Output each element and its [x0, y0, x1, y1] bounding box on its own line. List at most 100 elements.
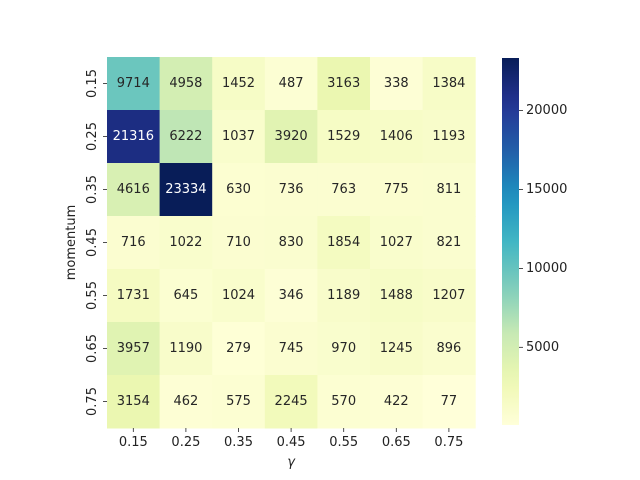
heatmap-cell — [159, 322, 213, 376]
cell-value-label: 3154 — [117, 394, 150, 409]
cell-value-label: 1245 — [380, 341, 413, 356]
heatmap-cell — [370, 110, 424, 164]
heatmap-cell — [317, 322, 371, 376]
heatmap-cells: 9714 4958 1452 487 3163 338 1384 21316 6222 1037 3… — [107, 57, 476, 429]
heatmap-cell — [317, 269, 371, 323]
heatmap-cell — [422, 322, 476, 376]
y-tick-label: 0.55 — [85, 281, 100, 310]
heatmap-cell — [212, 216, 266, 270]
heatmap-cell — [107, 57, 161, 111]
heatmap-cell — [159, 57, 213, 111]
y-tick-label: 0.45 — [85, 228, 100, 257]
heatmap-cell — [317, 57, 371, 111]
cell-value-label: 23334 — [165, 182, 206, 197]
colorbar-tick-label: 5000 — [526, 340, 559, 355]
cell-value-label: 1037 — [222, 129, 255, 144]
cell-value-label: 487 — [279, 76, 304, 91]
x-tick-label: 0.25 — [171, 435, 200, 450]
heatmap-cell — [422, 163, 476, 217]
heatmap-cell — [422, 375, 476, 429]
x-axis-label: γ — [287, 455, 296, 470]
heatmap-cell — [370, 269, 424, 323]
cell-value-label: 630 — [226, 182, 251, 197]
heatmap-cell — [212, 269, 266, 323]
heatmap-cell — [212, 163, 266, 217]
cell-value-label: 710 — [226, 235, 251, 250]
heatmap-cell — [422, 216, 476, 270]
heatmap-cell — [264, 216, 318, 270]
heatmap-cell — [159, 375, 213, 429]
cell-value-label: 1022 — [169, 235, 202, 250]
heatmap-cell — [317, 216, 371, 270]
cell-value-label: 2245 — [275, 394, 308, 409]
heatmap-cell — [264, 322, 318, 376]
cell-value-label: 811 — [436, 182, 461, 197]
heatmap-cell — [317, 163, 371, 217]
heatmap-cell — [264, 110, 318, 164]
cell-value-label: 4616 — [117, 182, 150, 197]
x-axis-ticks: 0.15 0.25 0.35 0.45 0.55 0.65 0.75 — [119, 428, 463, 450]
cell-value-label: 1384 — [432, 76, 465, 91]
heatmap-cell — [159, 269, 213, 323]
heatmap-cell — [264, 57, 318, 111]
cell-value-label: 9714 — [117, 76, 150, 91]
heatmap-cell — [107, 110, 161, 164]
cell-value-label: 645 — [173, 288, 198, 303]
y-tick-label: 0.15 — [85, 69, 100, 98]
cell-value-label: 346 — [279, 288, 304, 303]
cell-value-label: 736 — [279, 182, 304, 197]
heatmap-cell — [370, 57, 424, 111]
cell-value-label: 279 — [226, 341, 251, 356]
cell-value-label: 745 — [279, 341, 304, 356]
cell-value-label: 896 — [436, 341, 461, 356]
y-tick-label: 0.35 — [85, 175, 100, 204]
cell-value-label: 1731 — [117, 288, 150, 303]
cell-value-label: 1027 — [380, 235, 413, 250]
cell-value-label: 763 — [331, 182, 356, 197]
y-tick-label: 0.75 — [85, 387, 100, 416]
heatmap-cell — [264, 163, 318, 217]
heatmap-cell — [212, 110, 266, 164]
cell-value-label: 1189 — [327, 288, 360, 303]
heatmap-cell — [212, 375, 266, 429]
heatmap-cell — [422, 269, 476, 323]
heatmap-cell — [212, 57, 266, 111]
cell-value-label: 821 — [436, 235, 461, 250]
heatmap-cell — [107, 322, 161, 376]
cell-value-label: 970 — [331, 341, 356, 356]
cell-value-label: 830 — [279, 235, 304, 250]
cell-value-label: 1190 — [169, 341, 202, 356]
colorbar-tick-label: 15000 — [526, 182, 567, 197]
cell-value-label: 462 — [173, 394, 198, 409]
heatmap-cell — [422, 57, 476, 111]
heatmap-cell — [422, 110, 476, 164]
heatmap-cell — [212, 322, 266, 376]
heatmap-cell — [264, 375, 318, 429]
cell-value-label: 3920 — [275, 129, 308, 144]
heatmap-cell — [107, 269, 161, 323]
cell-value-label: 775 — [384, 182, 409, 197]
colorbar-tick-label: 10000 — [526, 261, 567, 276]
heatmap-cell — [370, 375, 424, 429]
cell-value-label: 4958 — [169, 76, 202, 91]
cell-value-label: 422 — [384, 394, 409, 409]
heatmap-cell — [317, 110, 371, 164]
cell-value-label: 3163 — [327, 76, 360, 91]
heatmap-cell — [159, 163, 213, 217]
cell-value-label: 575 — [226, 394, 251, 409]
y-tick-label: 0.65 — [85, 334, 100, 363]
heatmap-cell — [370, 322, 424, 376]
cell-value-label: 6222 — [169, 129, 202, 144]
cell-value-label: 77 — [441, 394, 458, 409]
colorbar-gradient — [502, 58, 519, 425]
cell-value-label: 1024 — [222, 288, 255, 303]
x-tick-label: 0.55 — [329, 435, 358, 450]
x-tick-label: 0.35 — [224, 435, 253, 450]
heatmap-cell — [107, 163, 161, 217]
cell-value-label: 21316 — [113, 129, 154, 144]
y-axis-ticks: 0.15 0.25 0.35 0.45 0.55 0.65 0.75 — [85, 69, 107, 416]
x-tick-label: 0.45 — [277, 435, 306, 450]
cell-value-label: 338 — [384, 76, 409, 91]
colorbar: 5000 10000 15000 20000 — [502, 58, 567, 425]
